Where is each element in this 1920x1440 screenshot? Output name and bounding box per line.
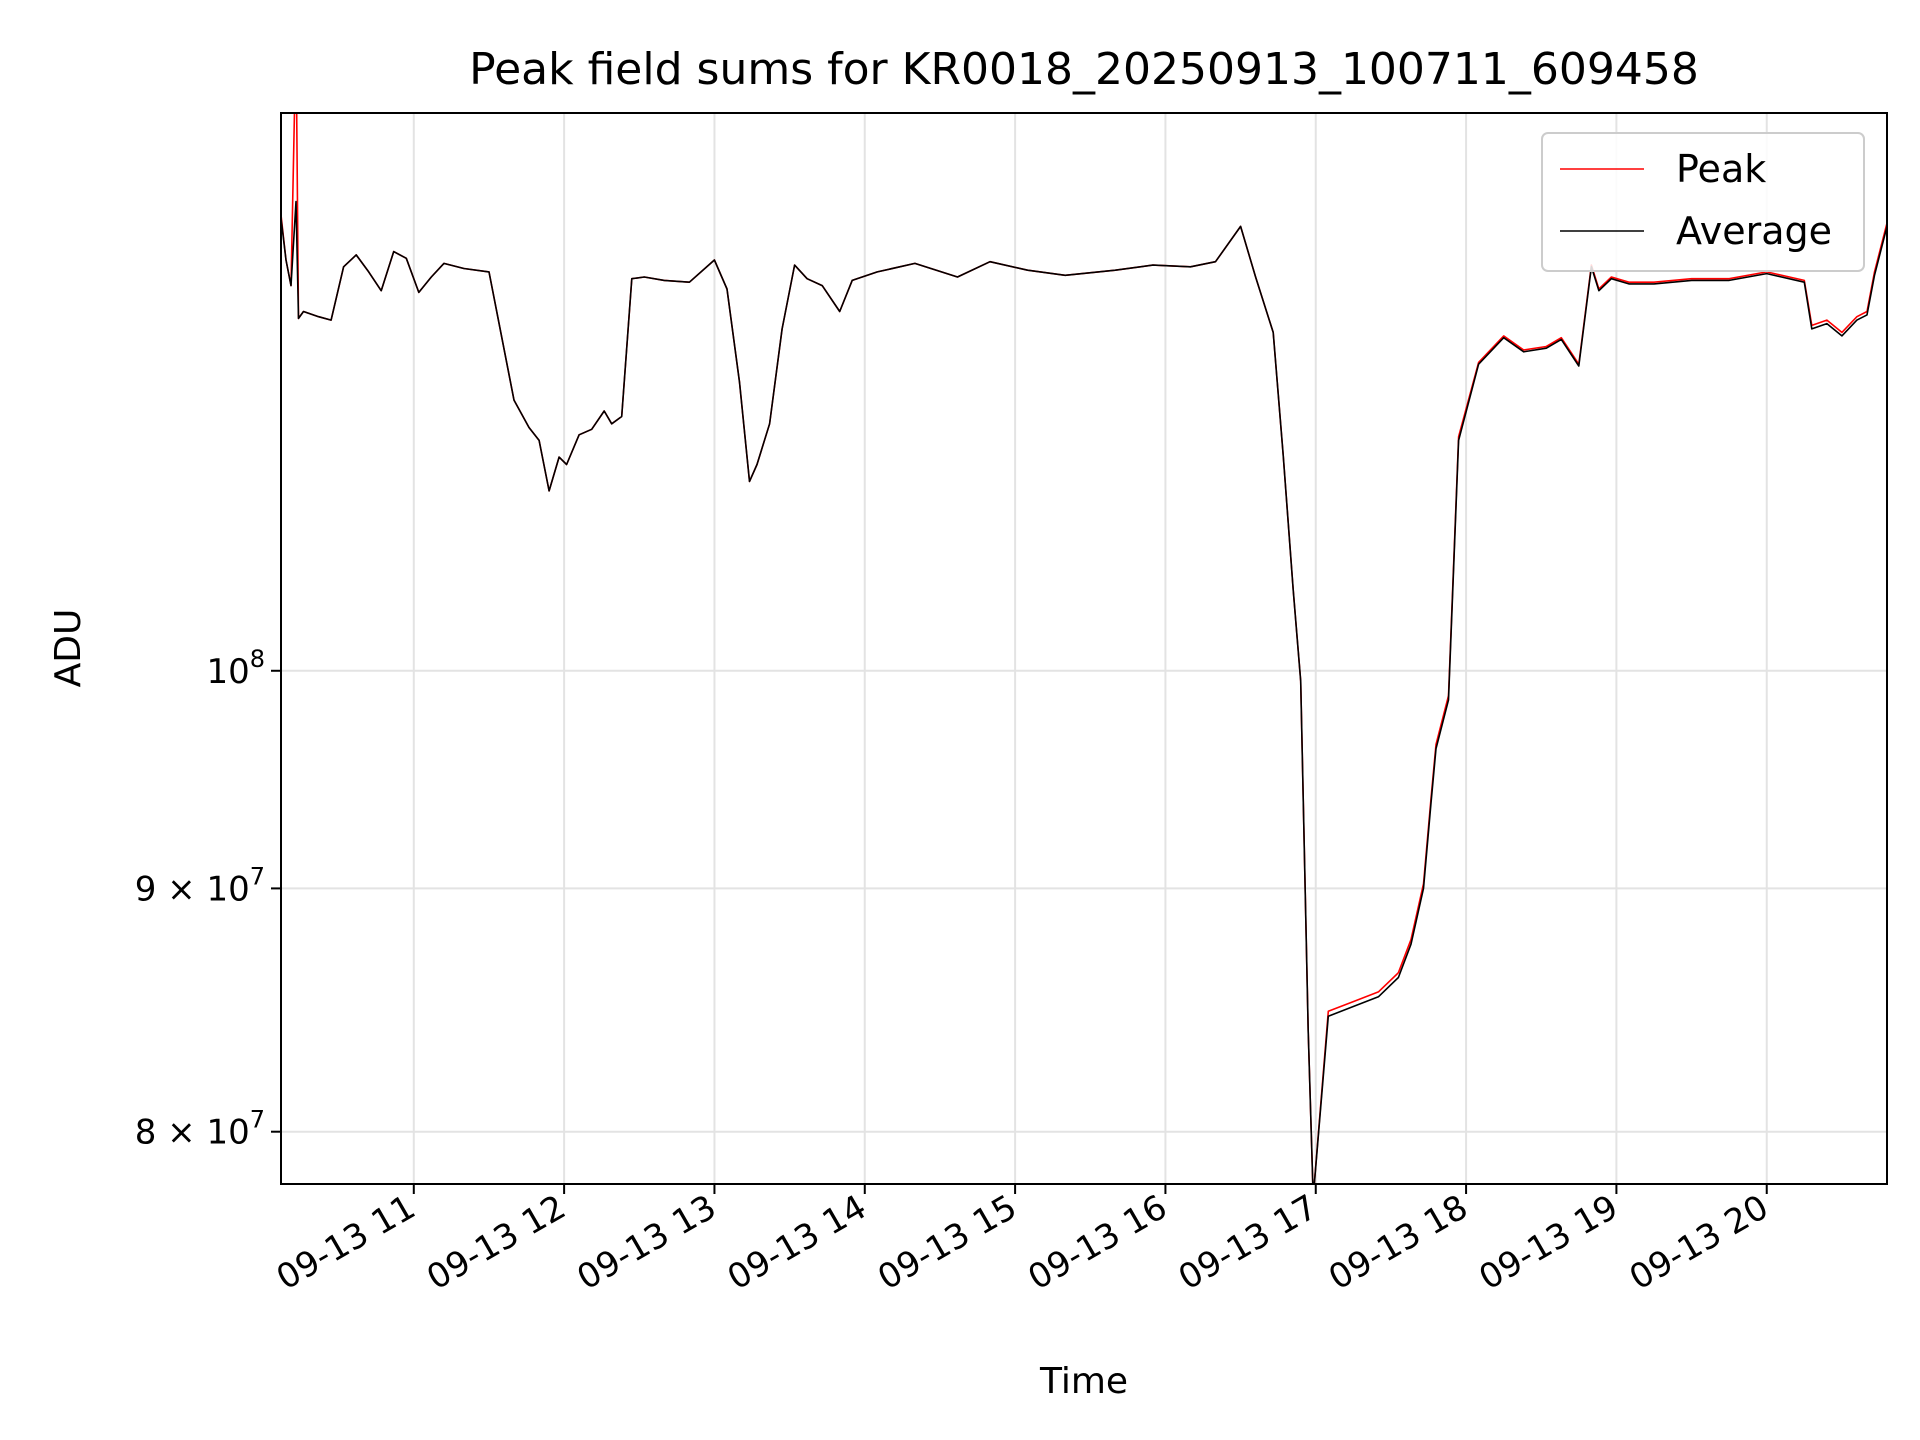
y-tick-exponent: 7 <box>250 1106 265 1134</box>
chart-title: Peak field sums for KR0018_20250913_1007… <box>469 44 1699 95</box>
y-tick-label: 108 <box>206 645 265 692</box>
legend-box <box>1541 132 1865 272</box>
y-tick-label: 9 × 107 <box>135 862 265 909</box>
series-layer <box>281 113 1887 1184</box>
y-tick-base: 9 × 10 <box>135 869 250 909</box>
y-tick-label: 8 × 107 <box>135 1106 265 1153</box>
legend-average-label: Average <box>1676 209 1832 253</box>
legend-peak-label: Peak <box>1676 147 1766 191</box>
legend: Peak Average <box>1541 132 1865 272</box>
y-tick-base: 10 <box>206 652 249 692</box>
series-line-average <box>281 200 1887 1184</box>
y-tick-exponent: 7 <box>250 862 265 890</box>
x-axis-label: Time <box>1039 1361 1128 1402</box>
y-tick-exponent: 8 <box>250 645 265 673</box>
y-axis-label: ADU <box>48 609 89 688</box>
grid <box>281 113 1887 1184</box>
plot-frame <box>280 112 1888 1185</box>
y-tick-base: 8 × 10 <box>135 1113 250 1153</box>
